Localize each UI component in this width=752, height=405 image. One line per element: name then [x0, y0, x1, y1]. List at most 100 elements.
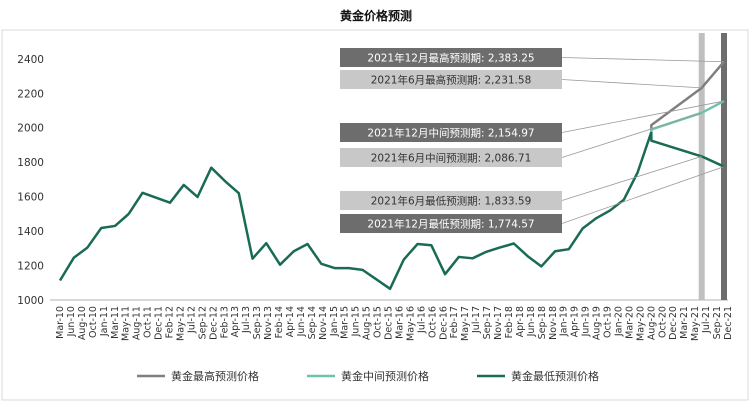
x-tick-label: May-21 [690, 306, 701, 341]
callout-label: 2021年6月最高预测期: 2,231.58 [371, 74, 532, 87]
x-tick-label: Sep-21 [712, 306, 723, 339]
callout-box [340, 148, 562, 167]
y-tick-label: 1400 [17, 226, 44, 238]
historical-price-line [58, 131, 653, 291]
x-tick-label: Mar-11 [110, 306, 121, 339]
x-tick-label: Jun-18 [526, 306, 537, 337]
callout-label: 2021年12月最高预测期: 2,383.25 [367, 52, 534, 65]
x-tick-label: Jul-13 [241, 306, 252, 334]
x-tick-label: Oct-19 [603, 306, 614, 338]
x-tick-label: Aug-19 [592, 306, 603, 340]
x-tick-label: Dec-12 [208, 306, 219, 340]
callout-leader [561, 166, 725, 224]
x-tick-label: May-16 [405, 306, 416, 341]
x-tick-label: Jul-12 [186, 306, 197, 334]
callout-label: 2021年12月中间预测期: 2,154.97 [367, 127, 534, 140]
x-tick-label: Sep-14 [307, 306, 318, 339]
x-tick-label: Aug-20 [646, 306, 657, 340]
x-tick-label: Sep-17 [482, 306, 493, 339]
x-tick-label: Feb-13 [219, 306, 230, 338]
y-tick-label: 2200 [17, 88, 44, 100]
legend-label: 黄金最低预测价格 [511, 369, 599, 383]
y-tick-label: 1800 [17, 157, 44, 169]
x-tick-label: Feb-17 [449, 306, 460, 338]
x-tick-label: Mar-16 [394, 306, 405, 339]
x-tick-label: Dec-16 [438, 306, 449, 340]
callout-box [340, 48, 562, 67]
x-tick-label: Sep-12 [197, 306, 208, 339]
callout-box [340, 214, 562, 233]
x-tick-label: Aug-10 [77, 306, 88, 340]
x-tick-label: Mar-21 [679, 306, 690, 339]
y-tick-label: 1000 [17, 295, 44, 307]
x-tick-label: May-20 [635, 306, 646, 341]
forecast-line [650, 132, 725, 168]
y-tick-label: 1200 [17, 261, 44, 273]
x-tick-label: Jan-19 [559, 306, 570, 337]
x-tick-label: Jan-11 [99, 306, 110, 337]
callout-box [340, 191, 562, 210]
x-tick-label: Jan-20 [613, 306, 624, 337]
x-tick-label: Feb-12 [165, 306, 176, 338]
x-tick-label: Oct-20 [657, 306, 668, 338]
x-tick-label: Oct-16 [427, 306, 438, 338]
callout-leader [561, 100, 725, 133]
callout-label: 2021年12月最低预测期: 1,774.57 [367, 218, 534, 231]
x-tick-label: May-11 [121, 306, 132, 341]
x-tick-label: Dec-15 [384, 306, 395, 340]
callout-box [340, 70, 562, 89]
y-tick-label: 1600 [17, 192, 44, 204]
x-tick-label: Oct-15 [373, 306, 384, 338]
x-tick-label: Oct-10 [88, 306, 99, 338]
x-tick-label: Jun-10 [66, 306, 77, 337]
x-tick-label: Nov-13 [263, 306, 274, 340]
x-tick-label: Oct-11 [143, 306, 154, 338]
x-tick-label: Apr-13 [230, 306, 241, 337]
x-tick-label: Apr-19 [570, 306, 581, 337]
callout-leader [561, 57, 725, 63]
y-tick-label: 2000 [17, 123, 44, 135]
x-tick-label: Feb-18 [504, 306, 515, 338]
chart-title: 黄金价格预测 [340, 8, 412, 23]
legend: 黄金最高预测价格 黄金中间预测价格 黄金最低预测价格 [137, 369, 599, 383]
legend-label: 黄金最高预测价格 [171, 369, 259, 383]
callout-leader [561, 156, 702, 201]
x-tick-label: Jul-21 [701, 306, 712, 334]
x-tick-label: Dec-21 [723, 306, 734, 340]
x-tick-label: May-12 [175, 306, 186, 341]
x-tick-label: Sep-18 [537, 306, 548, 339]
x-tick-label: Aug-15 [362, 306, 373, 340]
x-tick-label: Apr-18 [515, 306, 526, 337]
forecast-line [650, 60, 725, 133]
callout-box [340, 123, 562, 142]
y-tick-label: 2400 [17, 54, 44, 66]
x-tick-label: Jun-14 [296, 306, 307, 337]
x-tick-label: May-17 [460, 306, 471, 341]
callout-label: 2021年6月中间预测期: 2,086.71 [371, 152, 532, 165]
callout-label: 2021年6月最低预测期: 1,833.59 [371, 195, 532, 208]
x-tick-label: Dec-11 [154, 306, 165, 340]
x-tick-label: Jul-17 [471, 306, 482, 334]
x-tick-label: Nov-18 [548, 306, 559, 340]
x-tick-label: Dec-20 [668, 306, 679, 340]
legend-label: 黄金中间预测价格 [341, 369, 429, 383]
x-tick-label: Mar-20 [624, 306, 635, 339]
x-tick-label: Mar-15 [340, 306, 351, 339]
callout-leader [561, 79, 702, 89]
x-tick-label: Aug-11 [132, 306, 143, 340]
x-tick-label: Jun-19 [581, 306, 592, 337]
x-tick-label: Sep-13 [252, 306, 263, 339]
x-tick-label: Jan-15 [329, 306, 340, 337]
x-tick-label: Feb-14 [274, 306, 285, 338]
callout-leader [561, 112, 702, 158]
chart-border [1, 29, 749, 401]
forecast-bar-jun21 [698, 33, 705, 300]
x-tick-label: Mar-10 [55, 306, 66, 339]
x-tick-label: Nov-17 [493, 306, 504, 340]
x-tick-label: Apr-14 [285, 306, 296, 337]
x-tick-label: Jun-15 [351, 306, 362, 337]
x-tick-label: Nov-14 [318, 306, 329, 340]
x-tick-label: Jul-16 [416, 306, 427, 334]
